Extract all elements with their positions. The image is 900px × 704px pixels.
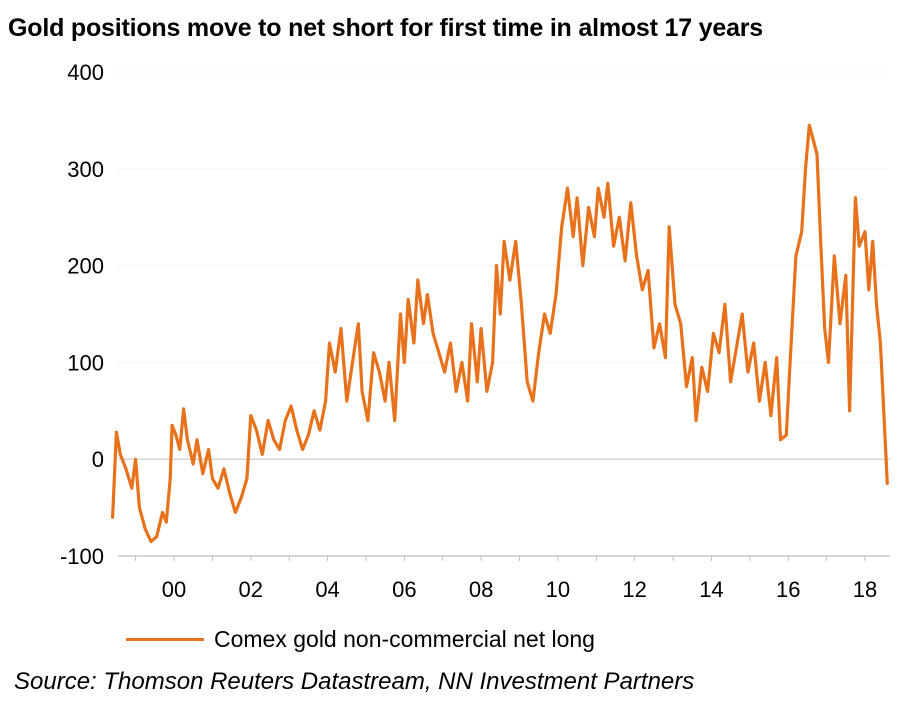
- x-tick-label: 02: [239, 577, 263, 602]
- x-axis-tick-marks: [135, 556, 866, 561]
- x-tick-label: 04: [315, 577, 339, 602]
- x-tick-label: 14: [699, 577, 723, 602]
- y-tick-label: 0: [92, 447, 104, 472]
- x-tick-label: 10: [546, 577, 570, 602]
- gridlines: [118, 71, 890, 363]
- x-tick-label: 12: [622, 577, 646, 602]
- source-note: Source: Thomson Reuters Datastream, NN I…: [14, 668, 695, 695]
- series-group: [111, 123, 889, 544]
- legend-swatch: [126, 637, 204, 641]
- legend: Comex gold non-commercial net long: [126, 622, 595, 656]
- series-line: [111, 123, 889, 544]
- x-tick-label: 18: [853, 577, 877, 602]
- legend-label: Comex gold non-commercial net long: [214, 625, 595, 652]
- x-tick-label: 08: [469, 577, 493, 602]
- y-axis-ticks: 400 300 200 100 0 -100: [60, 60, 104, 569]
- x-axis-tick-labels: 00 02 04 06 08 10 12 14 16 18: [162, 577, 877, 602]
- y-tick-label: 200: [67, 254, 104, 279]
- y-tick-label: 100: [67, 350, 104, 375]
- y-tick-label: 300: [67, 157, 104, 182]
- x-tick-label: 16: [776, 577, 800, 602]
- chart-title: Gold positions move to net short for fir…: [8, 14, 764, 42]
- x-tick-label: 06: [392, 577, 416, 602]
- y-tick-label: 400: [67, 60, 104, 85]
- y-tick-label: -100: [60, 544, 104, 569]
- x-tick-label: 00: [162, 577, 186, 602]
